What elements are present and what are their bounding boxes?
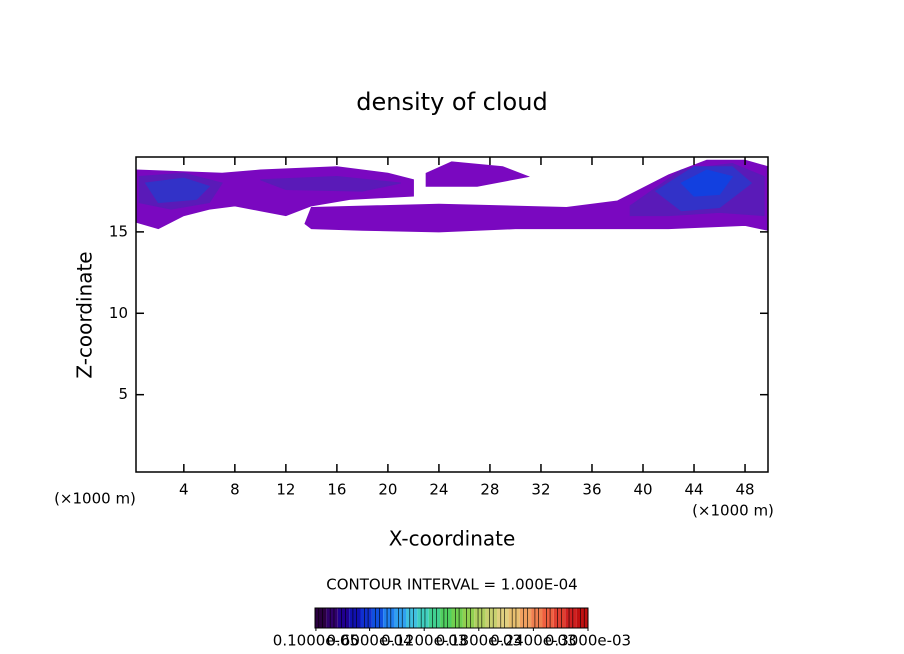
colorbar-swatch: [428, 608, 441, 628]
colorbar-label: 0.2400e-03: [490, 632, 576, 650]
colorbar-swatch: [326, 608, 338, 628]
colorbar-label: 0.3000e-03: [545, 632, 631, 650]
colorbar-swatch: [349, 608, 361, 628]
colorbar-swatch: [315, 608, 327, 628]
x-unit: (×1000 m): [692, 502, 774, 520]
colorbar-swatch: [542, 608, 554, 628]
colorbar-swatch: [519, 608, 532, 628]
plot-frame: [135, 156, 769, 473]
x-tick-label: 44: [684, 481, 703, 499]
colorbar-swatch: [383, 608, 395, 628]
x-tick-label: 48: [735, 481, 754, 499]
colorbar-label: 0.1000e-05: [273, 632, 359, 650]
y-tick-label: 15: [109, 222, 128, 240]
colorbar-swatch: [553, 608, 566, 628]
x-tick-label: 24: [429, 481, 448, 499]
colorbar-swatch: [565, 608, 577, 628]
contour-region: [260, 176, 401, 192]
colorbar-label: 0.1200e-03: [381, 632, 467, 650]
colorbar-label: 0.6000e-04: [326, 632, 412, 650]
y-tick-label: 10: [109, 304, 128, 322]
colorbar-frame: [314, 607, 589, 629]
colorbar-swatch: [406, 608, 418, 628]
x-axis-label: X-coordinate: [389, 527, 516, 551]
colorbar-swatch: [485, 608, 497, 628]
colorbar-swatch: [337, 608, 350, 628]
x-tick-label: 32: [531, 481, 550, 499]
y-unit: (×1000 m): [54, 490, 136, 508]
chart-title: density of cloud: [356, 88, 547, 116]
x-tick-label: 28: [480, 481, 499, 499]
colorbar-label: 0.1800e-03: [436, 632, 522, 650]
x-tick-label: 12: [276, 481, 295, 499]
colorbar-swatch: [371, 608, 384, 628]
colorbar-swatch: [508, 608, 520, 628]
colorbar-swatch: [360, 608, 372, 628]
contour-region: [144, 177, 211, 204]
colorbar-swatch: [497, 608, 509, 628]
x-tick-label: 4: [179, 481, 189, 499]
x-tick-label: 16: [327, 481, 346, 499]
contour-region: [680, 169, 734, 197]
y-tick-label: 5: [118, 385, 128, 403]
colorbar-swatch: [531, 608, 543, 628]
colorbar-swatch: [394, 608, 406, 628]
x-tick-label: 20: [378, 481, 397, 499]
colorbar-swatch: [462, 608, 475, 628]
colorbar-swatch: [417, 608, 429, 628]
y-axis-label: Z-coordinate: [73, 251, 97, 378]
contour-interval: CONTOUR INTERVAL = 1.000E-04: [326, 576, 577, 594]
x-tick-label: 8: [230, 481, 240, 499]
x-tick-label: 36: [582, 481, 601, 499]
contour-region: [425, 161, 531, 187]
colorbar-swatch: [451, 608, 463, 628]
colorbar-swatch: [576, 608, 588, 628]
colorbar-swatch: [474, 608, 486, 628]
colorbar-swatch: [440, 608, 452, 628]
x-tick-label: 40: [633, 481, 652, 499]
